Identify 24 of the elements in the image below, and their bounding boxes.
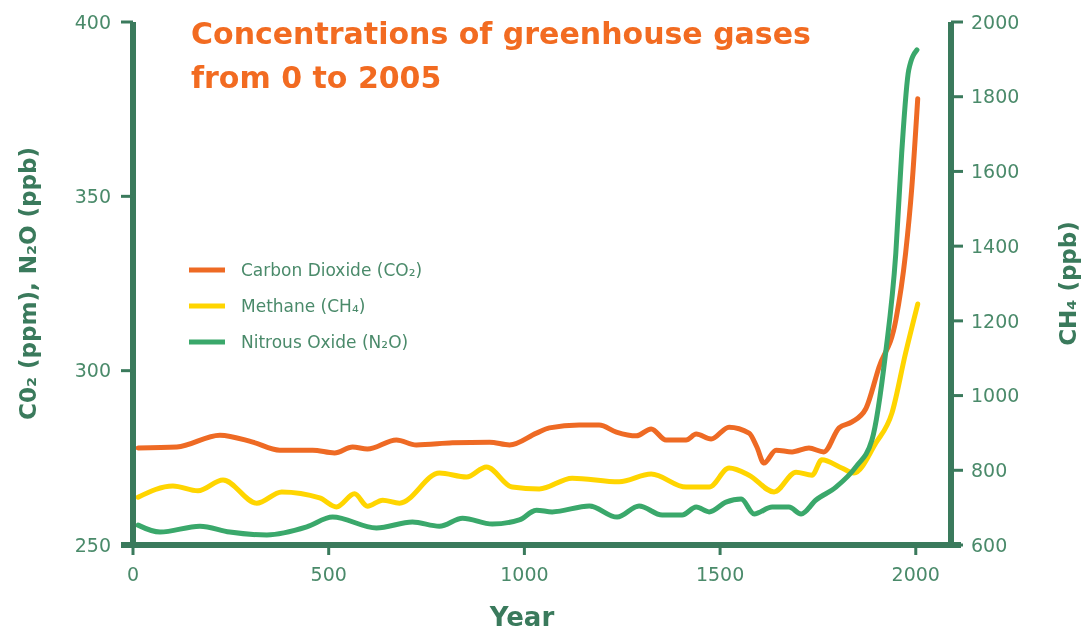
y-tick-label: 300 <box>74 359 111 382</box>
y2-tick-label: 1400 <box>971 234 1020 257</box>
x-axis-title: Year <box>488 602 555 632</box>
legend-label: Methane (CH₄) <box>241 295 366 316</box>
y2-tick-label: 1600 <box>971 160 1020 183</box>
y2-tick-label: 1200 <box>971 309 1020 332</box>
x-tick-label: 1000 <box>500 563 549 585</box>
y2-tick-label: 1000 <box>971 384 1020 407</box>
y-tick-label: 400 <box>74 10 111 33</box>
x-tick-label: 2000 <box>891 563 940 585</box>
text: Concentrations of greenhouse gases from 0 to 2005 <box>191 16 811 95</box>
y-axis-title: C0₂ (ppm), N₂O (ppb) <box>15 147 41 420</box>
x-tick-label: 500 <box>310 563 347 585</box>
y2-tick-label: 800 <box>971 458 1008 481</box>
y2-tick-label: 1800 <box>971 85 1020 108</box>
y-tick-label: 250 <box>74 533 111 556</box>
legend-label: Nitrous Oxide (N₂O) <box>241 331 409 352</box>
legend-label: Carbon Dioxide (CO₂) <box>241 259 423 280</box>
x-tick-label: 0 <box>126 563 140 585</box>
y-tick-label: 350 <box>74 184 111 207</box>
y2-axis-title: CH₄ (ppb) <box>1055 221 1081 346</box>
x-tick-label: 1500 <box>695 563 745 585</box>
y2-tick-label: 2000 <box>971 10 1020 33</box>
y2-tick-label: 600 <box>971 533 1008 556</box>
